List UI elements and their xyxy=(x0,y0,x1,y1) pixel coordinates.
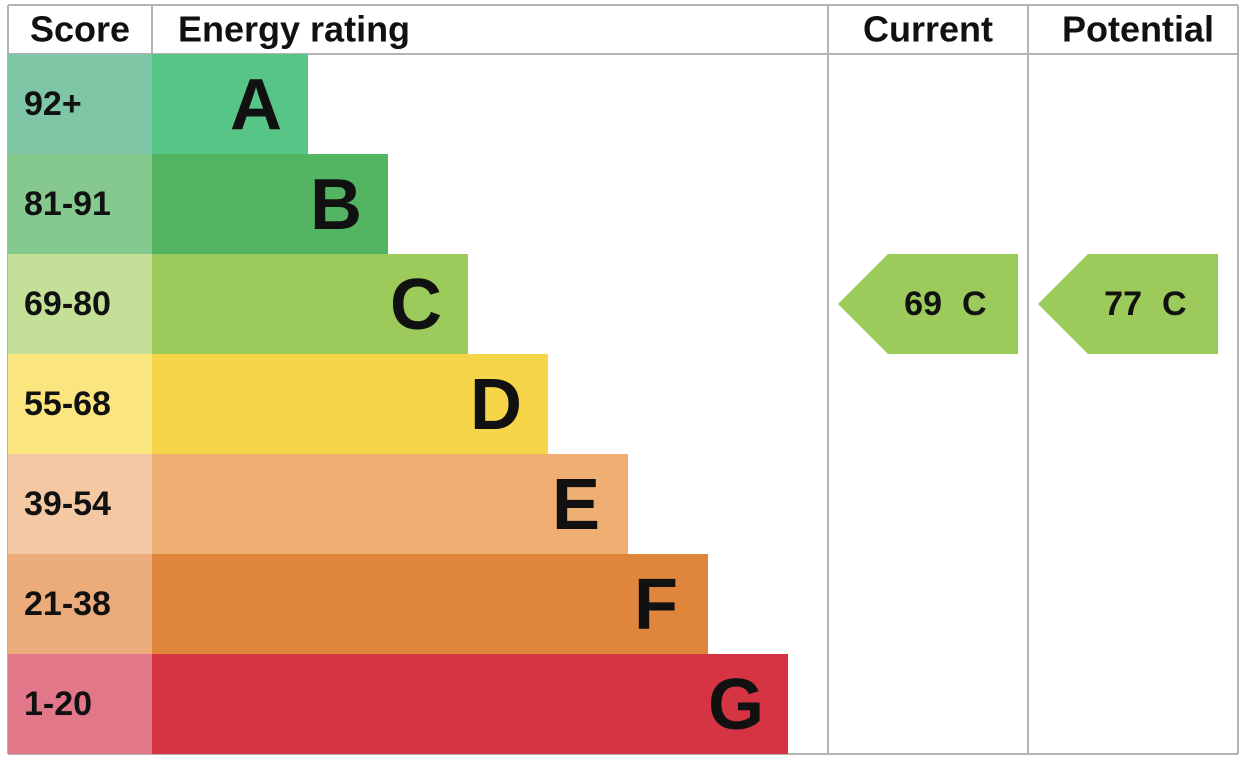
rating-bar xyxy=(152,254,468,354)
rating-bar xyxy=(152,554,708,654)
header-potential: Potential xyxy=(1062,9,1214,50)
score-cell xyxy=(8,254,152,354)
rating-letter: C xyxy=(390,265,442,345)
header-rating: Energy rating xyxy=(178,9,410,50)
rating-letter: G xyxy=(708,665,764,745)
score-range: 81-91 xyxy=(24,185,111,223)
current-score: 69 xyxy=(904,285,942,323)
rating-bar xyxy=(152,454,628,554)
rating-bar xyxy=(152,54,308,154)
score-range: 69-80 xyxy=(24,285,111,323)
rating-letter: E xyxy=(552,465,600,545)
potential-band: C xyxy=(1162,285,1187,323)
rating-bar xyxy=(152,154,388,254)
score-range: 39-54 xyxy=(24,485,111,523)
header-score: Score xyxy=(30,9,130,50)
score-cell xyxy=(8,154,152,254)
rating-bar xyxy=(152,654,788,754)
score-range: 55-68 xyxy=(24,385,111,423)
score-range: 1-20 xyxy=(24,685,92,723)
score-range: 21-38 xyxy=(24,585,111,623)
rating-letter: A xyxy=(230,65,282,145)
rating-letter: D xyxy=(470,365,522,445)
score-range: 92+ xyxy=(24,85,82,123)
rating-letter: F xyxy=(634,565,678,645)
rating-bar xyxy=(152,354,548,454)
score-cell xyxy=(8,454,152,554)
header-current: Current xyxy=(863,9,993,50)
potential-score: 77 xyxy=(1104,285,1142,323)
score-cell xyxy=(8,54,152,154)
score-cell xyxy=(8,354,152,454)
current-band: C xyxy=(962,285,987,323)
score-cell xyxy=(8,654,152,754)
potential-arrow xyxy=(1038,254,1218,354)
rating-letter: B xyxy=(310,165,362,245)
current-arrow xyxy=(838,254,1018,354)
score-cell xyxy=(8,554,152,654)
